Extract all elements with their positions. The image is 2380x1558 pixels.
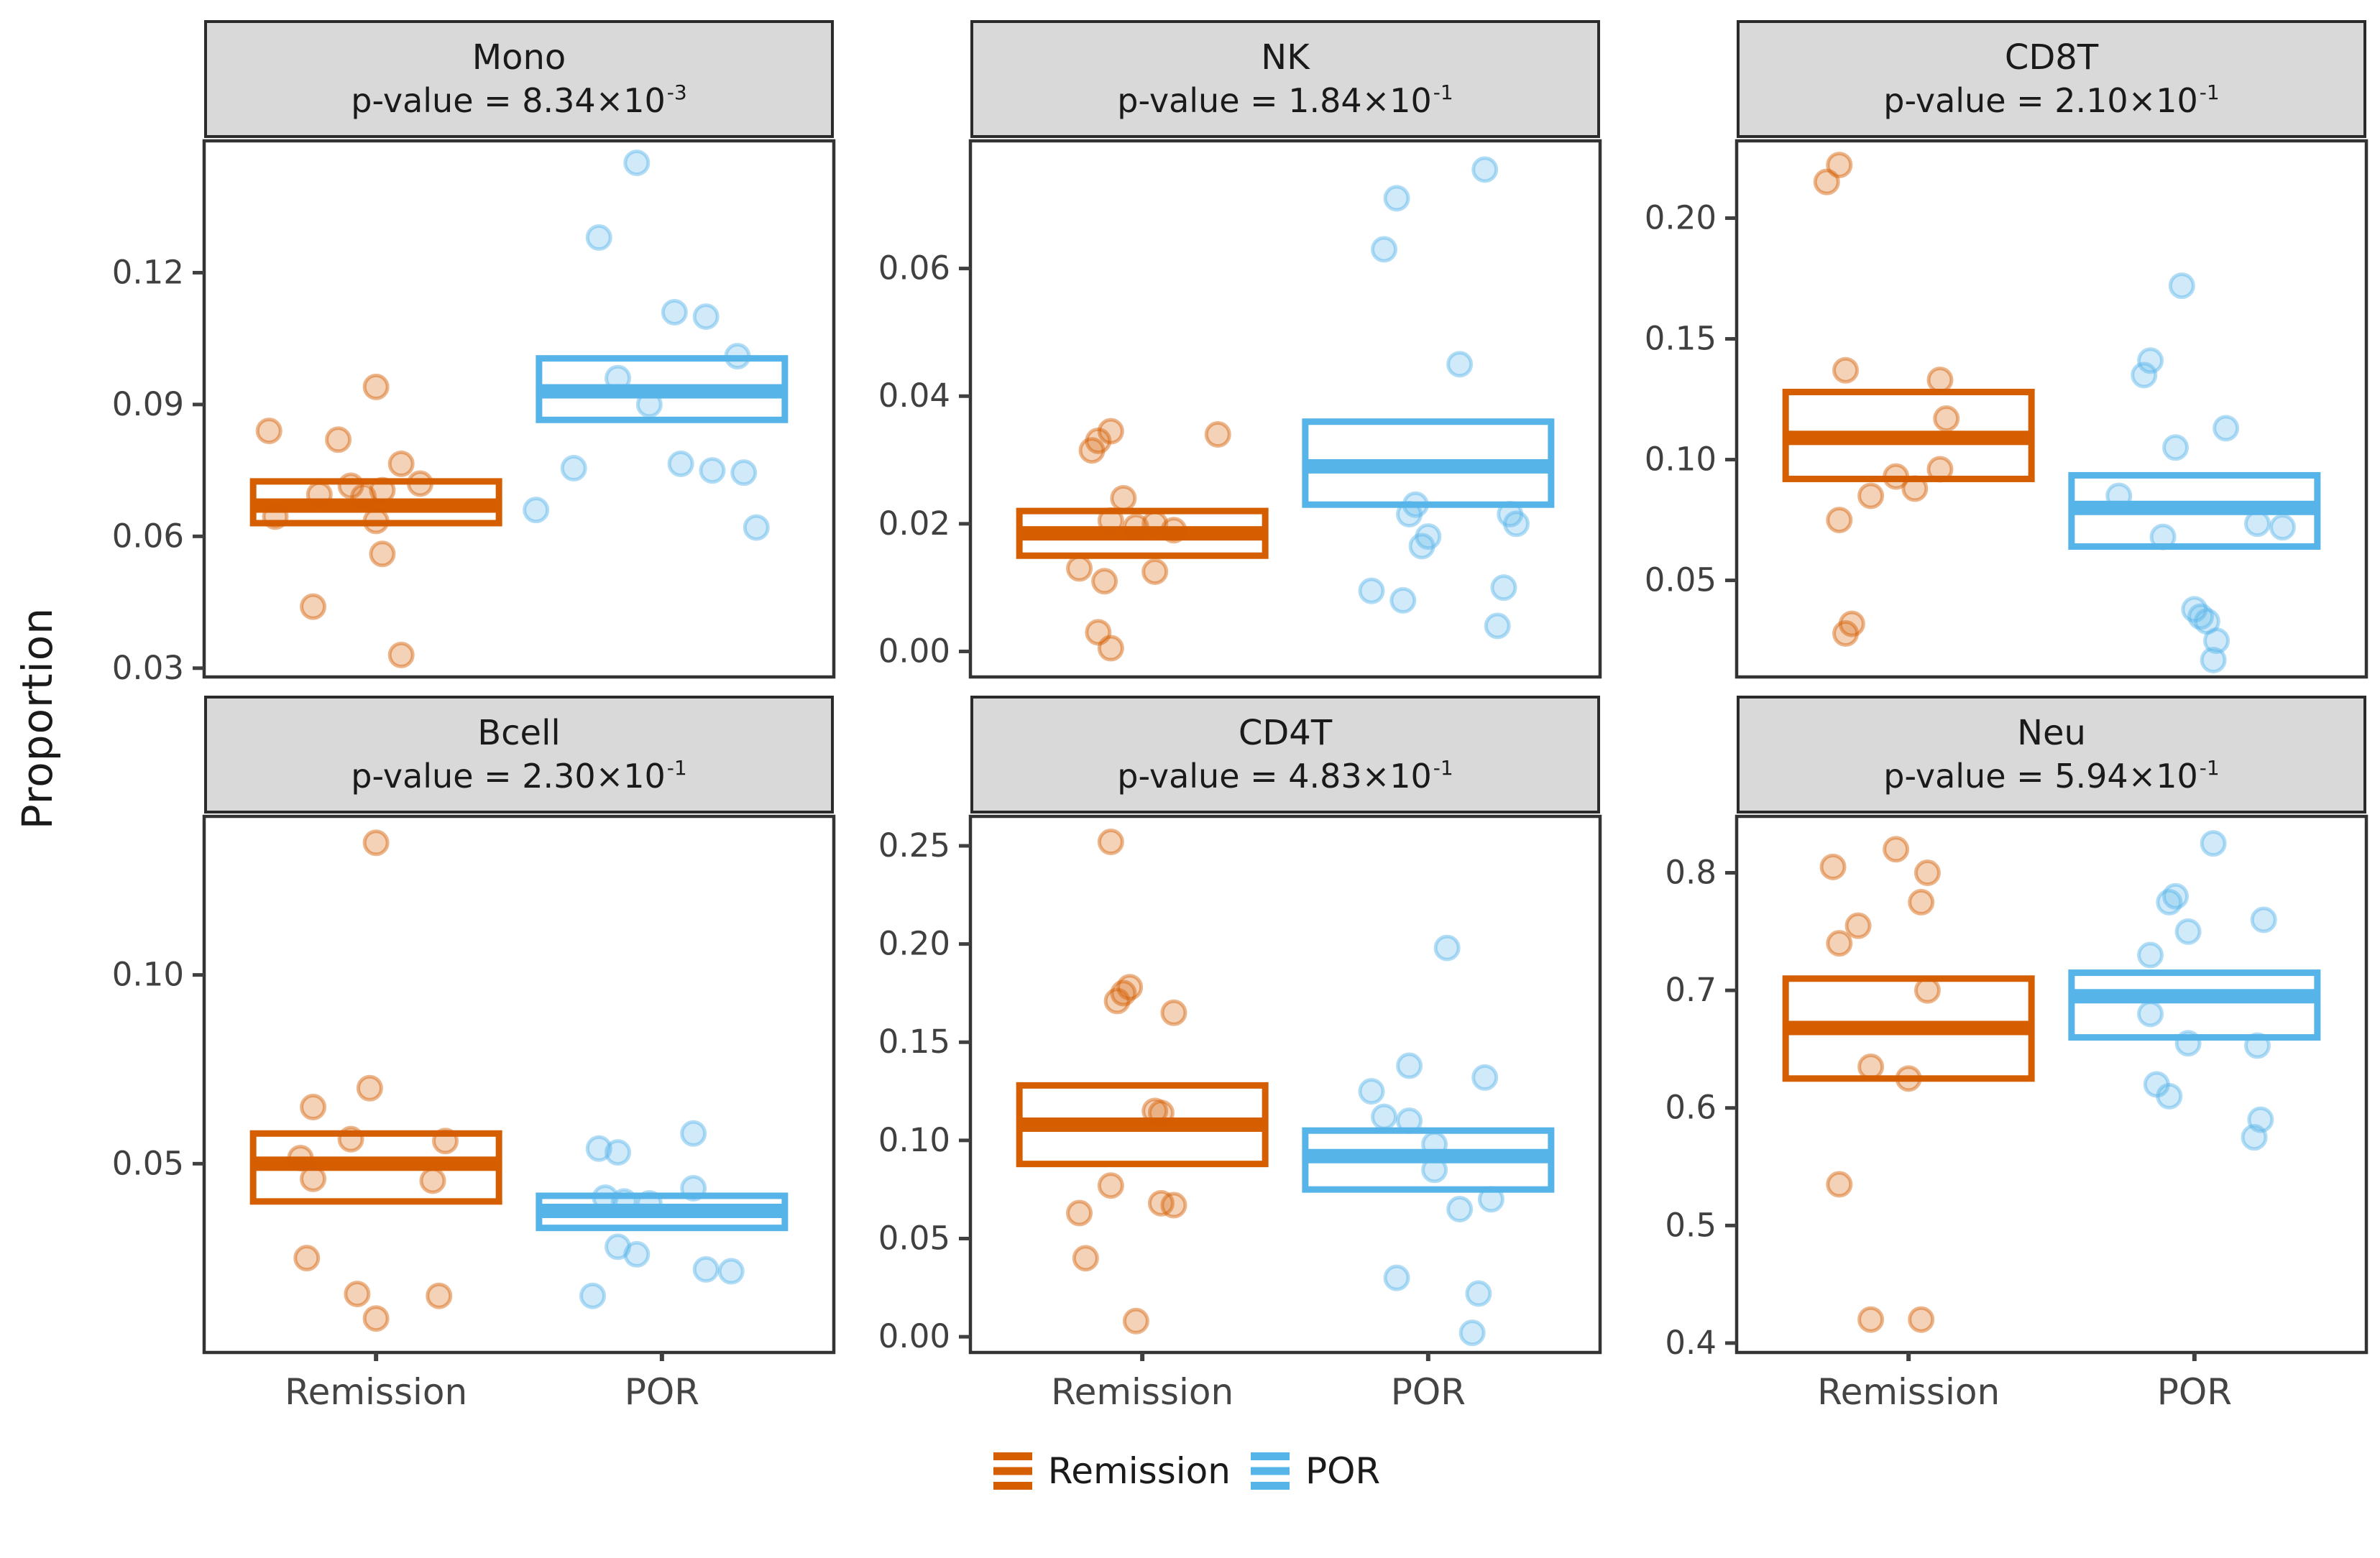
- panel-plot-cd8t: 0.05 0.10 0.15 0.20: [1645, 139, 2368, 679]
- y-axis-title: Proportion: [13, 607, 62, 830]
- svg-text:0.10: 0.10: [1645, 441, 1717, 479]
- svg-text:0.7: 0.7: [1665, 971, 1717, 1009]
- svg-text:0.20: 0.20: [878, 925, 950, 963]
- y-axis-title-cell: Proportion: [4, 20, 70, 1417]
- svg-text:0.03: 0.03: [112, 649, 184, 686]
- panel-plot-mono: 0.03 0.06 0.09 0.12: [112, 139, 836, 686]
- legend-key-por-icon: [1250, 1452, 1290, 1490]
- facet-pvalue: p-value = 1.84×10-1: [1117, 80, 1453, 121]
- svg-text:0.00: 0.00: [878, 632, 950, 670]
- facet-title: Mono: [472, 37, 566, 78]
- facet-nk: NK p-value = 1.84×10-1 0.00 0.02 0.04 0.06: [848, 20, 1603, 686]
- strip-cd4t: CD4T p-value = 4.83×10-1: [970, 696, 1600, 813]
- legend-label-por: POR: [1305, 1450, 1381, 1492]
- facet-pvalue: p-value = 2.10×10-1: [1883, 80, 2220, 121]
- facet-title: CD8T: [2004, 37, 2099, 78]
- panel-plot-neu: 0.4 0.5 0.6 0.7 0.8: [1665, 814, 2368, 1361]
- facet-title: Bcell: [477, 712, 561, 753]
- svg-text:0.20: 0.20: [1645, 199, 1717, 237]
- svg-text:0.05: 0.05: [112, 1144, 184, 1182]
- x-axis-label-remission: Remission: [1817, 1371, 2000, 1413]
- facet-bcell: Bcell p-value = 2.30×10-1 0.05 0.10 Remis…: [82, 696, 837, 1417]
- legend-item-remission: Remission: [993, 1450, 1231, 1492]
- svg-text:0.05: 0.05: [1645, 561, 1717, 599]
- facet-mono: Mono p-value = 8.34×10-3 0.03 0.06 0.09 0.1…: [82, 20, 837, 686]
- x-axis-neu: Remission POR: [1737, 1361, 2366, 1417]
- facet-title: Neu: [2017, 712, 2086, 753]
- x-axis-label-por: POR: [2156, 1371, 2232, 1413]
- svg-text:0.04: 0.04: [878, 377, 950, 415]
- svg-text:0.09: 0.09: [112, 385, 184, 423]
- legend: Remission POR: [4, 1417, 2369, 1525]
- strip-neu: Neu p-value = 5.94×10-1: [1737, 696, 2366, 813]
- legend-item-por: POR: [1250, 1450, 1381, 1492]
- svg-text:0.02: 0.02: [878, 504, 950, 543]
- facet-pvalue: p-value = 5.94×10-1: [1883, 755, 2220, 796]
- svg-text:0.15: 0.15: [1645, 320, 1717, 358]
- facet-pvalue: p-value = 4.83×10-1: [1117, 755, 1453, 796]
- strip-nk: NK p-value = 1.84×10-1: [970, 20, 1600, 138]
- facet-neu: Neu p-value = 5.94×10-1 0.4 0.5 0.6 0.7 0.8 …: [1614, 696, 2369, 1417]
- svg-text:0.00: 0.00: [878, 1317, 950, 1355]
- svg-text:0.06: 0.06: [878, 249, 950, 287]
- facet-pvalue: p-value = 8.34×10-3: [351, 80, 687, 121]
- figure: Proportion Mono p-value = 8.34×10-3 0.03…: [4, 20, 2369, 1525]
- x-axis-cd4t: Remission POR: [970, 1361, 1600, 1417]
- svg-text:0.25: 0.25: [878, 826, 950, 865]
- x-axis-label-remission: Remission: [285, 1371, 468, 1413]
- panel-plot-bcell: 0.05 0.10: [112, 814, 836, 1361]
- svg-text:0.6: 0.6: [1665, 1089, 1717, 1127]
- x-axis-label-por: POR: [1390, 1371, 1466, 1413]
- facet-cd4t: CD4T p-value = 4.83×10-1 0.00 0.05 0.10 0.1…: [848, 696, 1603, 1417]
- strip-mono: Mono p-value = 8.34×10-3: [204, 20, 834, 138]
- svg-text:0.5: 0.5: [1665, 1206, 1717, 1244]
- facet-title: NK: [1261, 37, 1310, 78]
- svg-text:0.06: 0.06: [112, 517, 184, 555]
- panel-plot-nk: 0.00 0.02 0.04 0.06: [878, 139, 1602, 679]
- facet-pvalue: p-value = 2.30×10-1: [351, 755, 687, 796]
- x-axis-bcell: Remission POR: [204, 1361, 834, 1417]
- legend-key-remission-icon: [993, 1452, 1032, 1490]
- svg-text:0.10: 0.10: [878, 1121, 950, 1159]
- facet-title: CD4T: [1238, 712, 1333, 753]
- svg-text:0.4: 0.4: [1665, 1324, 1717, 1361]
- x-axis-label-por: POR: [624, 1371, 699, 1413]
- strip-bcell: Bcell p-value = 2.30×10-1: [204, 696, 834, 813]
- svg-text:0.12: 0.12: [112, 253, 184, 291]
- x-axis-label-remission: Remission: [1051, 1371, 1234, 1413]
- facet-cd8t: CD8T p-value = 2.10×10-1 0.05 0.10 0.15 0.2…: [1614, 20, 2369, 686]
- legend-label-remission: Remission: [1047, 1450, 1231, 1492]
- svg-text:0.8: 0.8: [1665, 854, 1717, 892]
- strip-cd8t: CD8T p-value = 2.10×10-1: [1737, 20, 2366, 138]
- svg-text:0.05: 0.05: [878, 1220, 950, 1258]
- panel-plot-cd4t: 0.00 0.05 0.10 0.15 0.20 0.25: [878, 814, 1602, 1361]
- svg-text:0.10: 0.10: [112, 956, 184, 994]
- svg-text:0.15: 0.15: [878, 1023, 950, 1061]
